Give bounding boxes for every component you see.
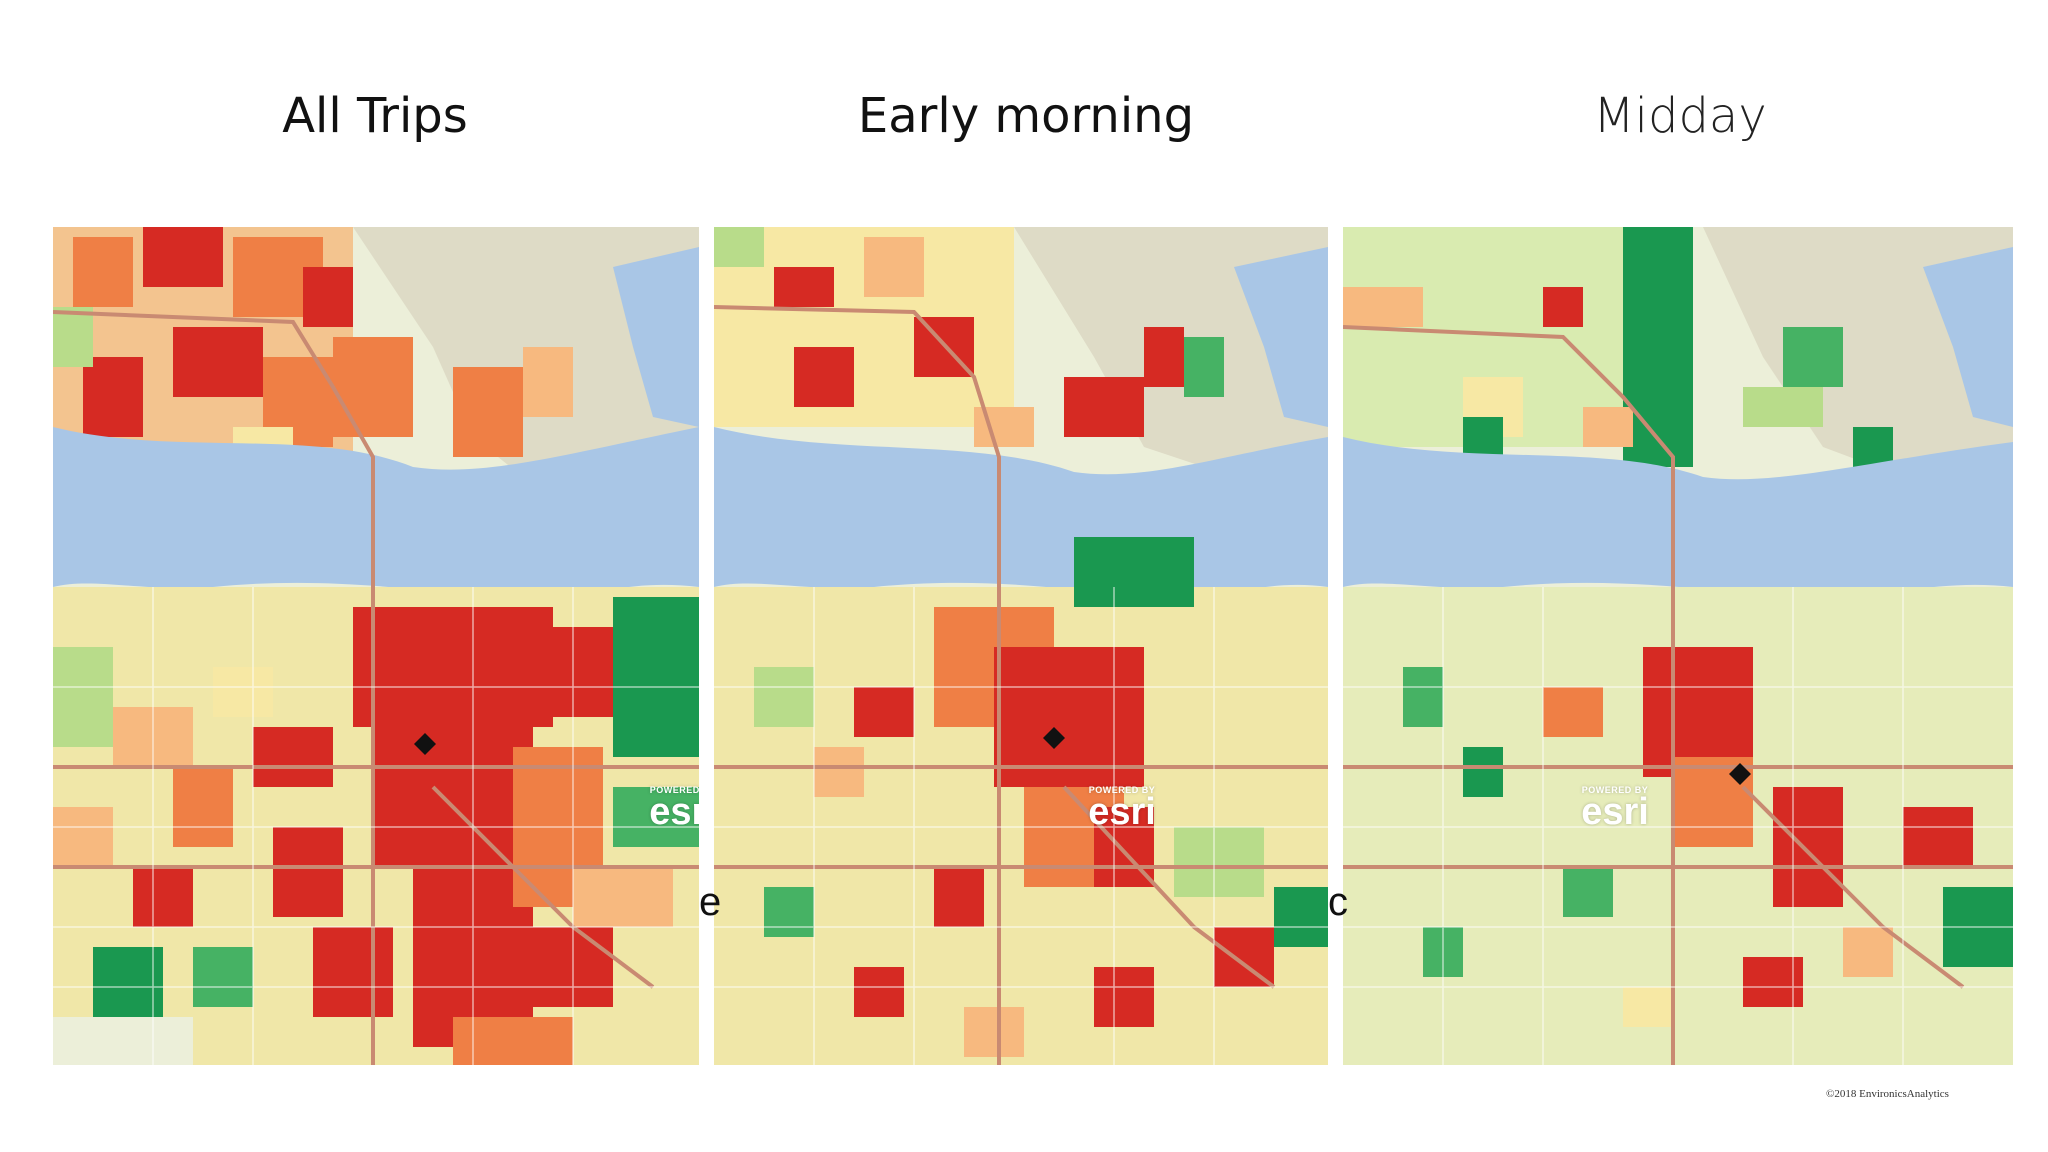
inlet-water (53, 427, 699, 600)
esri-logo: esri (1581, 791, 1649, 833)
powered-by-label: POWERED BY (1581, 785, 1649, 795)
map-all-trips (53, 227, 699, 1065)
panel-title-midday: Midday (1593, 88, 1767, 144)
map-panel-all-trips[interactable]: POWERED BY esri (53, 227, 699, 1065)
map-panel-early-morning[interactable]: POWERED BY esri (714, 227, 1328, 1065)
powered-by-label: POWERED BY (1088, 785, 1156, 795)
esri-watermark: POWERED BY esri (1072, 785, 1172, 833)
downtown-heat (1343, 587, 2013, 1065)
marker-diamond (414, 733, 436, 755)
copyright-notice: ©2018 EnvironicsAnalytics (1826, 1088, 1949, 1100)
north-shore-heat (1343, 227, 1893, 477)
minor-roads (1343, 587, 2013, 1065)
downtown-heat (714, 537, 1328, 1065)
esri-logo: esri (649, 791, 699, 833)
esri-watermark: POWERED BY esri (1565, 785, 1665, 833)
panel-title-all-trips: All Trips (282, 88, 468, 144)
major-roads (53, 310, 699, 1065)
esri-logo: esri (1088, 791, 1156, 833)
north-shore-heat (53, 227, 573, 467)
stray-glyph: c (1328, 880, 1348, 924)
major-roads (714, 305, 1328, 1065)
map-midday (1343, 227, 2013, 1065)
map-early-morning (714, 227, 1328, 1065)
minor-roads (714, 587, 1328, 1065)
marker-diamond (1729, 763, 1751, 785)
map-panel-midday[interactable]: POWERED BY esri (1343, 227, 2013, 1065)
esri-watermark: POWERED BY esri (633, 785, 699, 833)
panel-title-early-morning: Early morning (857, 88, 1195, 144)
inlet-water (1343, 437, 2013, 600)
stray-glyph: e (699, 880, 722, 924)
powered-by-label: POWERED BY (649, 785, 699, 795)
marker-diamond (1043, 727, 1065, 749)
downtown-heat (53, 587, 699, 1065)
north-water (613, 247, 699, 427)
minor-roads (53, 587, 699, 1065)
north-water (1234, 247, 1328, 427)
north-water (1923, 247, 2013, 427)
